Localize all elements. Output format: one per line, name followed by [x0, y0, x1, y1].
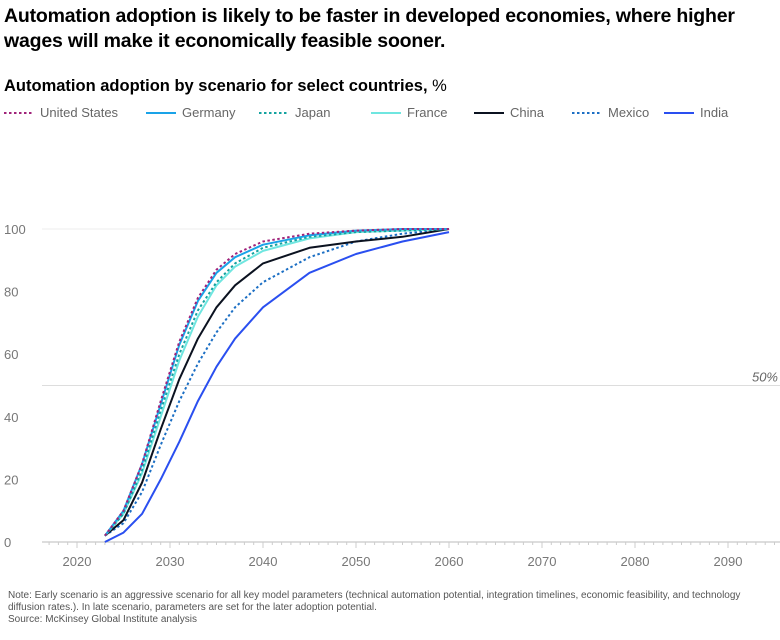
series-line-china — [104, 228, 450, 537]
y-tick-label: 60 — [4, 347, 18, 362]
legend-label: France — [407, 105, 448, 120]
legend-label: China — [510, 105, 544, 120]
subtitle-unit: % — [432, 77, 447, 95]
legend-item-united-states: United States — [4, 105, 146, 120]
y-tick-label: 20 — [4, 472, 18, 487]
legend-item-china: China — [474, 105, 572, 120]
legend-swatch-icon — [4, 111, 34, 114]
series-line-mexico — [104, 228, 450, 537]
reference-line-label: 50% — [752, 370, 778, 385]
legend-label: Mexico — [608, 105, 650, 120]
legend-item-india: India — [664, 105, 734, 120]
legend-swatch-icon — [146, 111, 176, 114]
legend-label: India — [700, 105, 729, 120]
x-tick-label: 2070 — [528, 554, 557, 569]
legend-label: Japan — [295, 105, 331, 120]
series-line-india — [104, 231, 450, 543]
legend-swatch-icon — [664, 111, 694, 114]
chart-title: Automation adoption is likely to be fast… — [4, 5, 735, 52]
x-tick-label: 2050 — [342, 554, 371, 569]
legend-swatch-icon — [371, 111, 401, 114]
legend-item-japan: Japan — [259, 105, 371, 120]
legend-label: Germany — [182, 105, 236, 120]
source-text: Source: McKinsey Global Institute analys… — [8, 614, 197, 625]
chart-subtitle: Automation adoption by scenario for sele… — [4, 77, 447, 96]
x-tick-label: 2040 — [249, 554, 278, 569]
series-line-france — [104, 228, 450, 537]
x-tick-label: 2060 — [435, 554, 464, 569]
subtitle-text: Automation adoption by scenario for sele… — [4, 77, 428, 95]
legend-item-france: France — [371, 105, 474, 120]
series-line-germany — [104, 228, 449, 537]
y-tick-label: 0 — [4, 535, 11, 550]
series-line-japan — [104, 228, 450, 537]
x-tick-label: 2030 — [156, 554, 185, 569]
series-line-united-states — [104, 228, 449, 537]
footnotes: Note: Early scenario is an aggressive sc… — [8, 590, 768, 626]
legend-swatch-icon — [474, 111, 504, 114]
x-tick-label: 2090 — [714, 554, 743, 569]
note-text: Note: Early scenario is an aggressive sc… — [8, 590, 741, 613]
legend-swatch-icon — [259, 111, 289, 114]
legend-item-mexico: Mexico — [572, 105, 664, 120]
y-tick-label: 40 — [4, 410, 18, 425]
legend-label: United States — [40, 105, 119, 120]
legend-item-germany: Germany — [146, 105, 259, 120]
x-tick-label: 2020 — [63, 554, 92, 569]
legend-swatch-icon — [572, 111, 602, 114]
y-tick-label: 100 — [4, 222, 26, 237]
x-tick-label: 2080 — [621, 554, 650, 569]
y-tick-label: 80 — [4, 285, 18, 300]
legend: United States Germany Japan France China Mexi… — [4, 105, 734, 120]
